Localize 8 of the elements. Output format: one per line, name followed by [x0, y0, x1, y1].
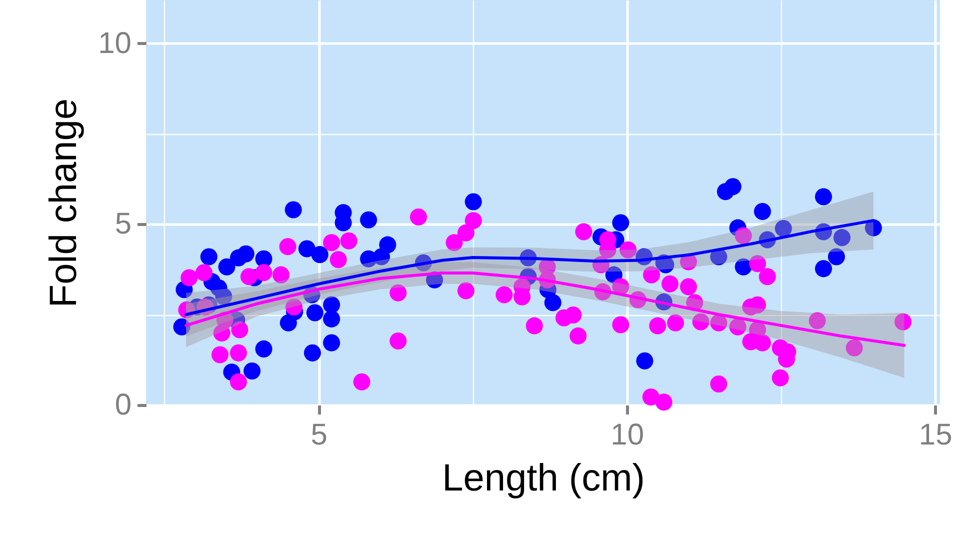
x-tick-label: 10 [610, 418, 644, 452]
y-axis-title: Fold change [43, 98, 86, 308]
x-axis-title: Length (cm) [442, 458, 645, 500]
y-tick-label: 5 [114, 208, 132, 241]
y-tick-label: 10 [98, 26, 132, 60]
x-tick-label: 5 [310, 418, 328, 452]
y-tick-label: 0 [114, 388, 132, 422]
x-tick-label: 15 [918, 418, 952, 452]
